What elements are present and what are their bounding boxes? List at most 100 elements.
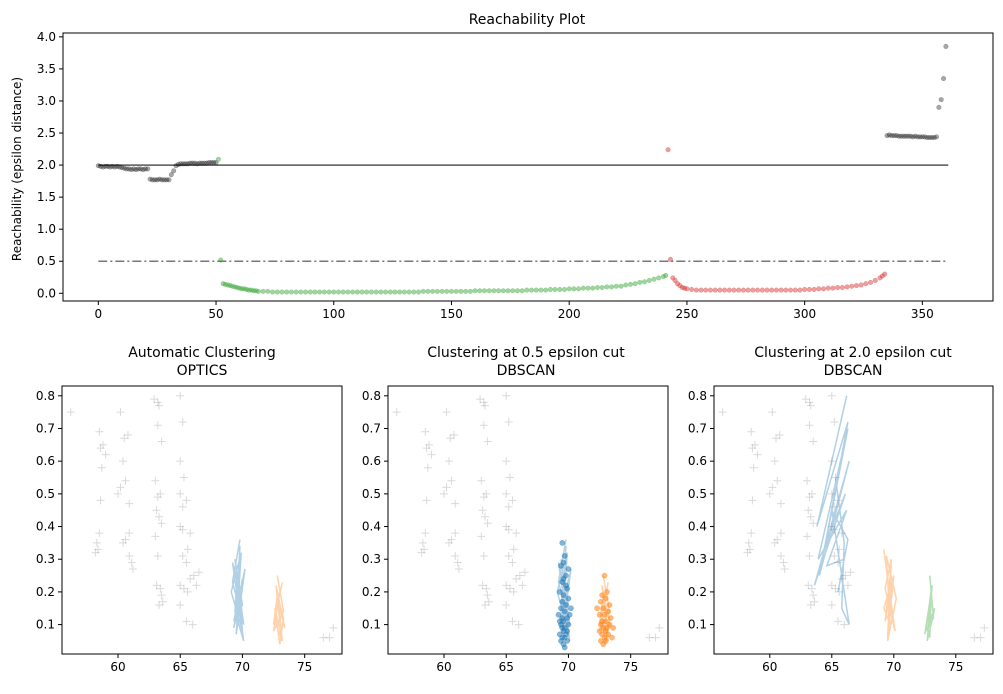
reachability-point [609,284,615,290]
reachability-point [128,167,134,173]
noise-marker [418,538,427,547]
noise-marker [502,522,511,531]
reachability-point [126,166,132,172]
noise-marker [834,496,842,505]
noise-marker [194,568,203,577]
y-tick-label: 0.3 [362,552,381,566]
noise-marker [805,421,814,430]
reachability-point [891,133,897,139]
noise-marker [155,512,164,521]
y-tick-label: 0.6 [36,454,55,468]
reachability-point [660,274,666,280]
noise-marker [479,493,488,502]
reachability-point [463,288,469,294]
y-tick-label: 0.3 [688,552,707,566]
noise-marker [502,581,511,590]
noise-marker [970,633,979,642]
reachability-point [722,287,728,293]
cluster-1-outline [813,395,850,625]
x-tick-label: 60 [436,660,451,674]
reachability-point [237,285,243,291]
noise-marker [508,496,517,505]
y-tick-label: 0.2 [362,585,381,599]
cluster-1-point [561,644,568,651]
y-tick-label: 3.0 [37,94,56,108]
dbscan-05-plot: Clustering at 0.5 epsilon cut DBSCAN 60 6… [362,345,669,674]
reachability-point [269,289,276,295]
noise-marker [504,525,513,534]
noise-marker [481,600,490,609]
noise-marker [483,437,492,446]
noise-marker [91,548,100,557]
noise-marker [449,431,458,440]
noise-marker [505,473,514,482]
reachability-point [731,287,737,293]
reachability-point [717,287,723,293]
reachability-point [182,161,188,167]
reachability-point [682,285,688,291]
noise-marker [483,519,492,528]
noise-marker [831,584,840,593]
noise-marker [807,584,816,593]
noise-marker [476,395,485,404]
dbscan-20-plot: Clustering at 2.0 epsilon cut DBSCAN 60 6… [688,345,994,674]
reachability-point [877,275,883,281]
noise-marker [423,463,432,472]
noise-marker [809,519,818,528]
y-tick-label: 0.5 [362,487,381,501]
noise-marker [843,581,852,590]
cluster-1-point [560,592,567,599]
cluster-2-outline [598,575,612,645]
noise-marker [827,457,836,466]
x-tick-label: 75 [297,660,312,674]
reachability-point [844,284,850,290]
reachability-point [943,43,949,50]
noise-marker [805,398,814,407]
noise-marker [504,551,513,560]
noise-marker [127,558,136,567]
noise-marker [776,551,785,560]
x-tick-label: 250 [675,307,698,321]
reachability-point [755,287,761,293]
noise-marker [392,408,401,417]
noise-marker [422,444,431,453]
reachability-point [910,134,916,140]
optics-plot-title-line2: OPTICS [177,363,228,379]
reachability-point [778,287,784,293]
cluster-2-point [605,631,612,638]
noise-marker [773,535,782,544]
reachability-point [677,283,683,289]
reachability-point [178,161,184,167]
y-tick-label: 0.6 [362,454,381,468]
reachability-point [882,271,888,277]
reachability-point [444,288,450,294]
reachability-point [415,289,422,295]
reachability-point [227,283,233,289]
noise-marker [827,522,836,531]
noise-marker [810,597,819,606]
noise-marker [840,620,849,629]
cluster-1-outline [230,539,246,642]
noise-marker [176,489,185,498]
reachability-point [284,289,290,295]
noise-marker [125,499,134,508]
noise-marker [835,587,844,596]
reachability-point [192,160,198,166]
noise-marker [118,457,127,466]
reachability-point [439,288,445,294]
reachability-point [124,166,130,172]
noise-marker [479,421,488,430]
cluster-2-point [600,605,607,612]
x-tick-label: 65 [824,660,839,674]
reachability-point [302,289,309,295]
dbscan-20-ticks: 60 65 70 75 0.1 0.2 0.3 0.4 0.5 0.6 0.7 0.8 [688,389,964,674]
reachability-point [835,284,841,291]
noise-marker [329,623,338,632]
reachability-point [298,289,304,295]
cluster-1-point [563,582,569,589]
noise-marker [157,591,166,600]
noise-marker [514,620,523,629]
dbscan-05-title-line2: DBSCAN [497,363,556,379]
reachability-point [679,284,685,291]
cluster-1-point [565,621,572,628]
